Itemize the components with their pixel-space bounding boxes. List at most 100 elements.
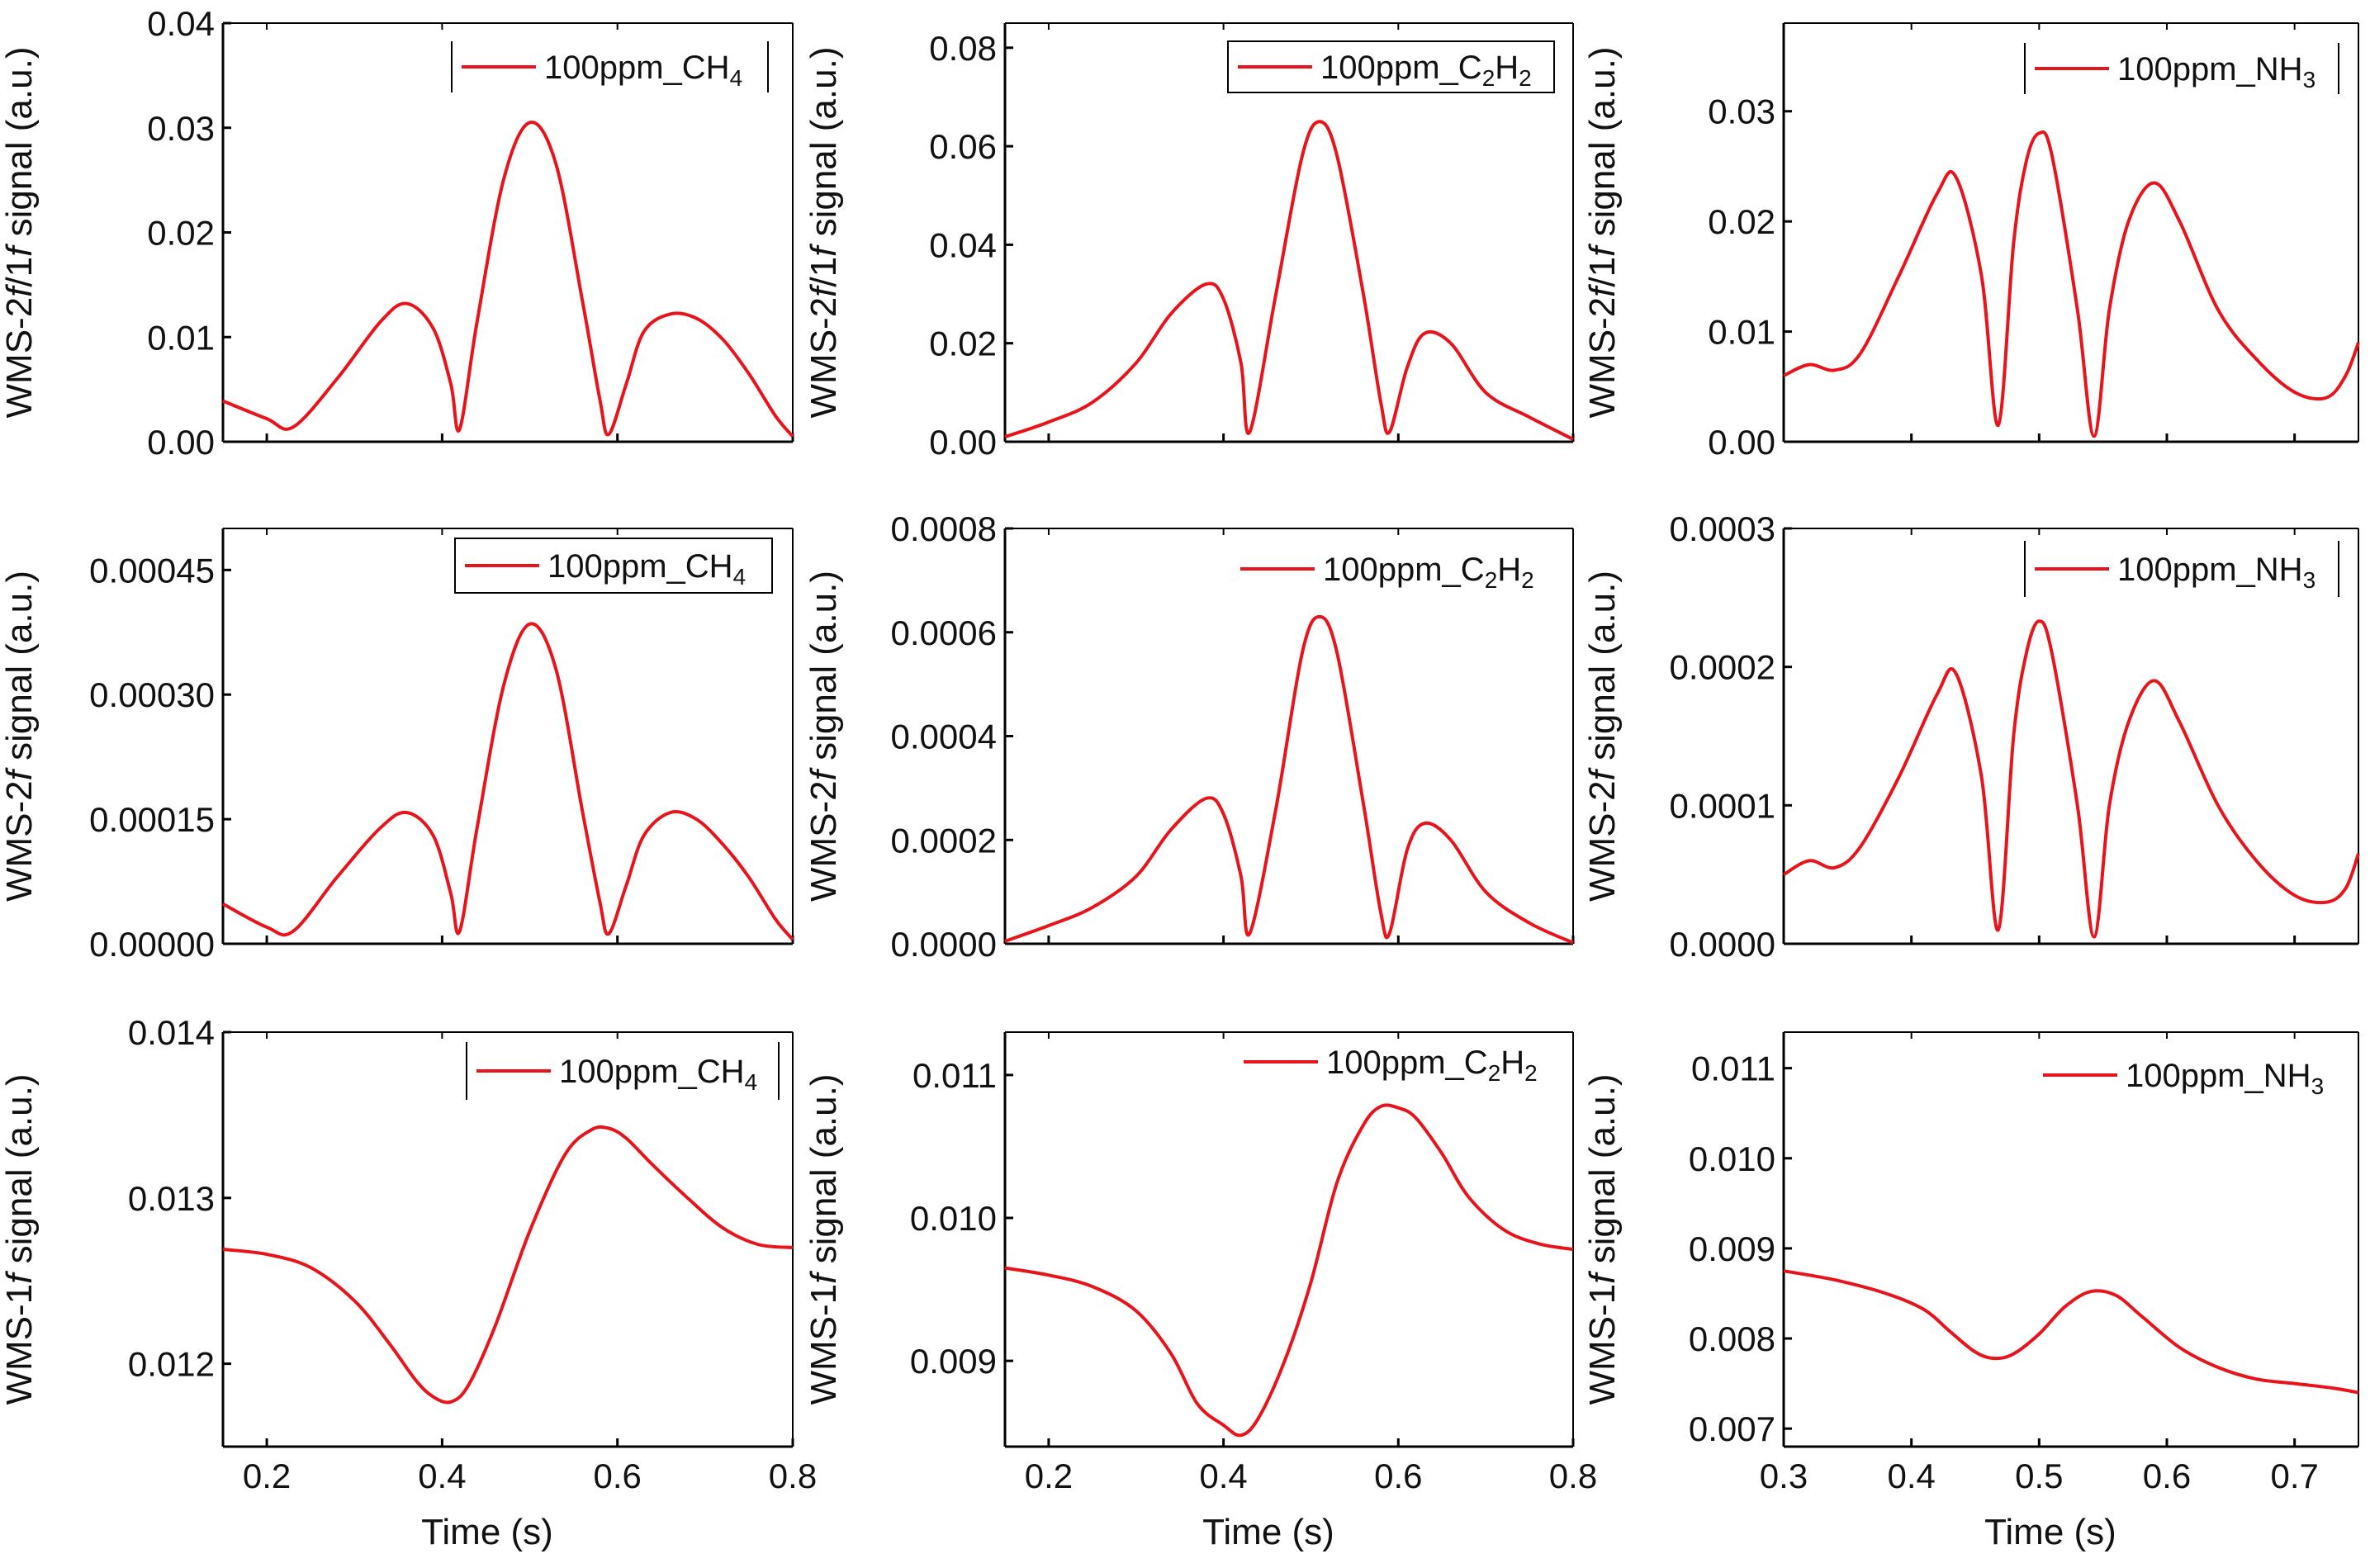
chart-panel-r3c1: 0.012 0.013 0.014 0.2 0.4 0.6 0.8 Time (s) WMS-1…: [0, 1013, 817, 1552]
y-tick-label: 0.02: [1708, 202, 1775, 241]
y-tick-label: 0.06: [929, 127, 997, 166]
y-tick-label: 0.00: [929, 423, 997, 462]
y-tick-label: 0.00: [1708, 423, 1775, 462]
y-tick-label: 0.012: [128, 1345, 215, 1384]
y-axis-title: WMS-2f signal (a.u.): [0, 571, 40, 902]
y-tick-label: 0.0002: [891, 821, 997, 860]
x-tick-label: 0.4: [418, 1457, 466, 1495]
y-tick-label: 0.02: [929, 324, 997, 363]
chart-panel-r1c3: 0.00 0.01 0.02 0.03 WMS-2f/1f signal (a.u.) 1…: [1582, 22, 2360, 462]
x-axis-title: Time (s): [1202, 1512, 1334, 1552]
x-tick-label: 0.4: [1887, 1457, 1935, 1495]
y-axis-title: WMS-2f signal (a.u.): [1582, 571, 1623, 902]
legend: 100ppm_NH3: [2043, 1058, 2324, 1099]
y-tick-label: 0.00045: [89, 551, 215, 590]
y-tick-label: 0.0002: [1670, 648, 1775, 687]
y-tick-label: 0.0008: [891, 509, 997, 548]
legend-label: 100ppm_C2H2: [1320, 50, 1532, 91]
legend-label: 100ppm_NH3: [2126, 1058, 2324, 1099]
x-tick-label: 0.3: [1760, 1457, 1808, 1495]
y-axis-title: WMS-2f/1f signal (a.u.): [0, 47, 40, 419]
x-tick-label: 0.8: [1549, 1457, 1597, 1495]
x-axis-title: Time (s): [1984, 1512, 2116, 1552]
x-tick-label: 0.6: [593, 1457, 641, 1495]
legend-label: 100ppm_CH4: [547, 548, 746, 590]
x-tick-label: 0.5: [2015, 1457, 2063, 1495]
y-tick-label: 0.04: [147, 4, 215, 43]
legend: 100ppm_NH3: [2024, 43, 2339, 94]
y-axis-title: WMS-2f/1f signal (a.u.): [803, 47, 844, 419]
y-tick-label: 0.010: [1689, 1139, 1775, 1178]
series-line: [222, 121, 794, 438]
y-tick-label: 0.010: [910, 1199, 997, 1238]
y-tick-label: 0.01: [147, 318, 215, 357]
y-tick-label: 0.00000: [89, 925, 215, 964]
legend-label: 100ppm_NH3: [2117, 51, 2315, 92]
legend: 100ppm_C2H2: [1227, 40, 1555, 93]
y-tick-label: 0.0003: [1670, 509, 1775, 548]
y-axis-title: WMS-1f signal (a.u.): [1582, 1074, 1623, 1405]
y-tick-label: 0.0006: [891, 613, 997, 652]
y-tick-label: 0.0004: [891, 718, 997, 756]
y-tick-label: 0.008: [1689, 1319, 1775, 1358]
y-axis-title: WMS-1f signal (a.u.): [803, 1074, 844, 1405]
y-tick-label: 0.01: [1708, 313, 1775, 352]
y-tick-label: 0.009: [1689, 1229, 1775, 1268]
chart-panel-r1c2: 0.00 0.02 0.04 0.06 0.08 WMS-2f/1f signal (a.…: [803, 22, 1575, 462]
y-tick-label: 0.011: [912, 1056, 997, 1095]
chart-panel-r2c2: 0.0000 0.0002 0.0004 0.0006 0.0008 WMS-2f sig…: [803, 509, 1575, 964]
x-tick-label: 0.7: [2270, 1457, 2318, 1495]
legend: 100ppm_CH4: [466, 1042, 780, 1100]
y-tick-label: 0.011: [1691, 1049, 1775, 1088]
chart-panel-r1c1: 0.00 0.01 0.02 0.03 0.04 WMS-2f/1f signal (a.…: [0, 4, 794, 462]
x-tick-label: 0.6: [2143, 1457, 2191, 1495]
y-axis-title: WMS-2f signal (a.u.): [803, 571, 844, 902]
y-tick-label: 0.014: [128, 1013, 215, 1052]
legend-label: 100ppm_C2H2: [1326, 1045, 1538, 1086]
y-tick-label: 0.00030: [89, 675, 215, 714]
legend-label: 100ppm_C2H2: [1323, 552, 1534, 593]
y-tick-label: 0.03: [147, 109, 215, 148]
y-tick-label: 0.03: [1708, 92, 1775, 131]
chart-panel-r2c3: 0.0000 0.0001 0.0002 0.0003 WMS-2f signal (a…: [1582, 509, 2360, 964]
x-tick-label: 0.8: [769, 1457, 817, 1495]
legend-label: 100ppm_CH4: [559, 1054, 757, 1095]
y-tick-label: 0.02: [147, 214, 215, 253]
y-tick-label: 0.08: [929, 29, 997, 68]
series-line: [222, 1125, 794, 1405]
y-tick-label: 0.0000: [891, 925, 997, 964]
x-tick-label: 0.2: [1025, 1457, 1073, 1495]
series-line: [1004, 614, 1574, 945]
legend: 100ppm_CH4: [451, 41, 769, 92]
y-axis-title: WMS-1f signal (a.u.): [0, 1074, 40, 1405]
legend-label: 100ppm_CH4: [544, 50, 742, 91]
legend: 100ppm_C2H2: [1244, 1045, 1538, 1086]
legend: 100ppm_NH3: [2024, 541, 2339, 597]
chart-panel-r3c3: 0.007 0.008 0.009 0.010 0.011 0.3 0.4 0.5 0.6 0.7…: [1582, 1031, 2359, 1552]
y-tick-label: 0.009: [910, 1342, 997, 1381]
y-tick-label: 0.04: [929, 225, 997, 264]
y-tick-label: 0.007: [1689, 1409, 1775, 1448]
series-line: [1783, 130, 2360, 438]
series-line: [1004, 120, 1574, 441]
chart-panel-r2c1: 0.00000 0.00015 0.00030 0.00045 WMS-2f signa…: [0, 528, 794, 964]
y-tick-label: 0.0001: [1670, 786, 1775, 825]
y-tick-label: 0.00015: [89, 800, 215, 839]
series-line: [1783, 1269, 2359, 1395]
legend: 100ppm_C2H2: [1240, 552, 1534, 593]
x-tick-label: 0.6: [1374, 1457, 1422, 1495]
series-line: [1782, 619, 2360, 939]
series-line: [1004, 1103, 1574, 1438]
legend: 100ppm_CH4: [454, 538, 773, 594]
x-tick-label: 0.2: [243, 1457, 291, 1495]
y-tick-label: 0.0000: [1670, 925, 1775, 964]
legend-label: 100ppm_NH3: [2117, 552, 2315, 593]
y-tick-label: 0.013: [128, 1179, 215, 1218]
chart-panel-r3c2: 0.009 0.010 0.011 0.2 0.4 0.6 0.8 Time (s) WMS-1…: [803, 1031, 1597, 1552]
x-axis-title: Time (s): [421, 1512, 553, 1552]
series-line: [222, 622, 794, 941]
y-axis-title: WMS-2f/1f signal (a.u.): [1582, 47, 1623, 419]
y-tick-label: 0.00: [147, 423, 215, 462]
x-tick-label: 0.4: [1199, 1457, 1247, 1495]
